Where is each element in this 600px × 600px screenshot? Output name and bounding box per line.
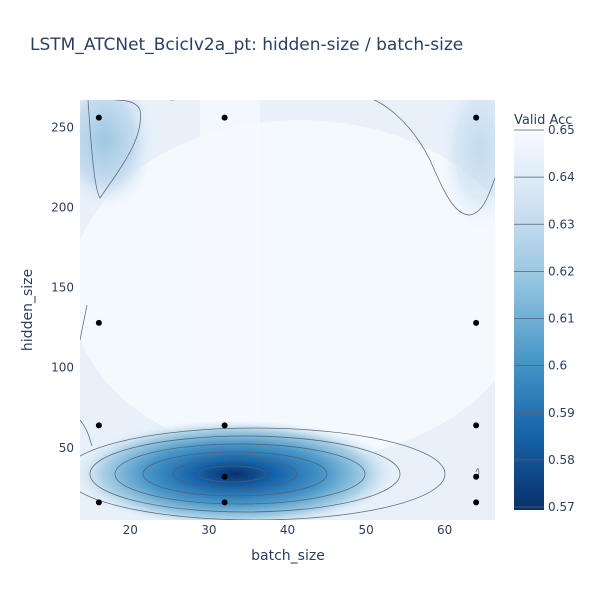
y-tick-label: 100 [51,361,74,375]
x-tick-label: 30 [201,523,216,537]
sample-point [95,319,102,326]
sample-point [95,499,102,506]
sample-points [95,114,480,506]
colorbar-tick-label: 0.59 [548,406,575,420]
x-axis-label: batch_size [251,548,325,564]
colorbar-tick-label: 0.62 [548,264,575,278]
y-tick-label: 250 [51,120,74,134]
colorbar: Valid Acc 0.57 0.58 0.59 0.6 0.61 0.62 0.63 0.6… [514,113,575,514]
x-tick-label: 20 [123,523,138,537]
y-tick-label: 50 [59,441,74,455]
sample-point [473,114,480,121]
sample-point [473,319,480,326]
corner-region-top-left [80,100,155,210]
sample-point [473,473,480,480]
colorbar-tick-label: 0.6 [548,359,567,373]
colorbar-tick-label: 0.64 [548,170,575,184]
sample-point [473,499,480,506]
y-tick-label: 150 [51,281,74,295]
low-accuracy-region [80,419,400,520]
chart-title: LSTM_ATCNet_BcicIv2a_pt: hidden-size / b… [30,35,463,55]
y-tick-label: 200 [51,200,74,214]
contour-lines [80,100,495,520]
colorbar-tick-label: 0.58 [548,453,575,467]
y-axis-label: hidden_size [20,269,36,351]
x-axis-ticks: 20 30 40 50 60 [123,523,453,537]
colorbar-ticks: 0.57 0.58 0.59 0.6 0.61 0.62 0.63 0.64 0.65 [514,123,575,514]
sample-point [95,422,102,429]
colorbar-gradient [514,130,544,510]
colorbar-title: Valid Acc [514,113,572,128]
x-tick-label: 40 [280,523,295,537]
colorbar-tick-label: 0.61 [548,312,575,326]
high-accuracy-region [80,120,495,460]
x-tick-label: 50 [358,523,373,537]
sample-point [95,114,102,121]
sample-point [221,114,228,121]
x-tick-label: 60 [437,523,452,537]
sample-point [221,473,228,480]
colorbar-tick-label: 0.65 [548,123,575,137]
sample-point [221,499,228,506]
plot-area [80,100,495,520]
colorbar-tick-label: 0.57 [548,500,575,514]
sample-point [473,422,480,429]
y-axis-ticks: 50 100 150 200 250 [51,120,74,455]
colorbar-tick-label: 0.63 [548,217,575,231]
sample-point [221,422,228,429]
